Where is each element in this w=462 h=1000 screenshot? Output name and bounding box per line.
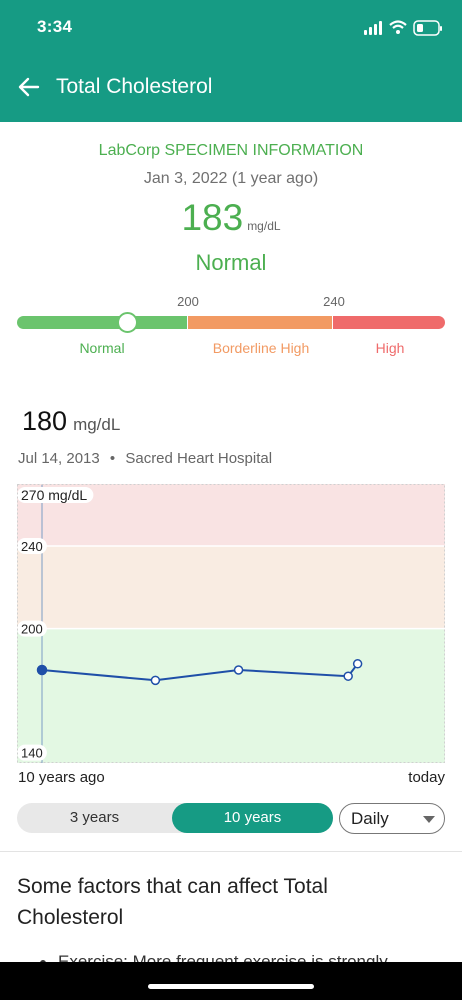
selected-value-unit: mg/dL	[73, 415, 121, 434]
range-label-normal: Normal	[79, 340, 125, 356]
latest-status: Normal	[195, 250, 267, 275]
chart-point-0[interactable]	[36, 664, 48, 676]
status-time: 3:34	[37, 17, 73, 36]
latest-value-unit: mg/dL	[247, 219, 281, 233]
factors-heading: Some factors that can affect Total Chole…	[17, 875, 328, 929]
range-label-high: High	[375, 340, 405, 356]
chart-point-3[interactable]	[343, 671, 353, 681]
range-tick-240: 240	[323, 294, 345, 309]
range-tick-200: 200	[177, 294, 199, 309]
selected-value: 180 mg/dL	[22, 406, 120, 437]
axis-start-label: 10 years ago	[18, 769, 105, 786]
frequency-dropdown[interactable]: Daily	[339, 803, 445, 834]
axis-end-label: today	[408, 769, 445, 786]
meta-separator: •	[109, 450, 116, 467]
range-segment-high	[333, 316, 445, 329]
range-label-borderline: Borderline High	[212, 340, 310, 356]
selected-meta: Jul 14, 2013 • Sacred Heart Hospital	[18, 450, 272, 467]
section-divider	[0, 851, 462, 852]
latest-value: 183 mg/dL	[0, 197, 462, 239]
svg-text:240: 240	[21, 539, 43, 554]
home-indicator[interactable]	[148, 984, 314, 989]
signal-wifi-battery-icon	[364, 20, 442, 36]
lab-source: LabCorp SPECIMEN INFORMATION	[98, 142, 364, 159]
chart-point-4[interactable]	[352, 659, 363, 669]
range-segmented-control: 3 years 10 years	[17, 803, 333, 833]
svg-text:200: 200	[21, 622, 43, 637]
lab-date: Jan 3, 2022 (1 year ago)	[143, 170, 319, 187]
svg-text:270 mg/dL: 270 mg/dL	[21, 487, 87, 503]
range-option-3-years[interactable]: 3 years	[69, 809, 120, 826]
chart-y-label-1: 240	[17, 538, 47, 554]
chart-y-label-2: 200	[17, 620, 47, 637]
selected-location: Sacred Heart Hospital	[125, 450, 273, 467]
latest-value-number: 183	[181, 197, 244, 238]
chart-y-label-3: 140	[17, 744, 47, 761]
range-marker	[117, 312, 138, 333]
chart-band-1	[17, 546, 445, 629]
chart-point-1[interactable]	[150, 675, 161, 686]
chart-y-label-0: 270 mg/dL	[17, 487, 94, 503]
chart-point-2[interactable]	[233, 665, 244, 675]
selected-date: Jul 14, 2013	[18, 450, 100, 467]
history-chart-svg[interactable]: 270 mg/dL 240 200 140	[17, 484, 445, 763]
svg-text:140: 140	[21, 746, 43, 761]
range-option-10-years[interactable]: 10 years	[172, 803, 333, 833]
bottom-system-bar	[0, 962, 462, 1000]
back-arrow-icon[interactable]	[14, 72, 44, 102]
range-segment-normal	[17, 316, 187, 329]
page-title: Total Cholesterol	[56, 75, 213, 98]
chevron-down-icon	[423, 816, 435, 823]
app-header: 3:34 Total Cholesterol	[0, 0, 462, 122]
status-icons	[364, 17, 444, 39]
frequency-value: Daily	[351, 809, 389, 828]
history-chart[interactable]: 270 mg/dL 240 200 140	[17, 484, 445, 763]
range-segment-borderline	[188, 316, 332, 329]
chart-band-2	[17, 628, 445, 763]
selected-value-number: 180	[22, 406, 68, 436]
